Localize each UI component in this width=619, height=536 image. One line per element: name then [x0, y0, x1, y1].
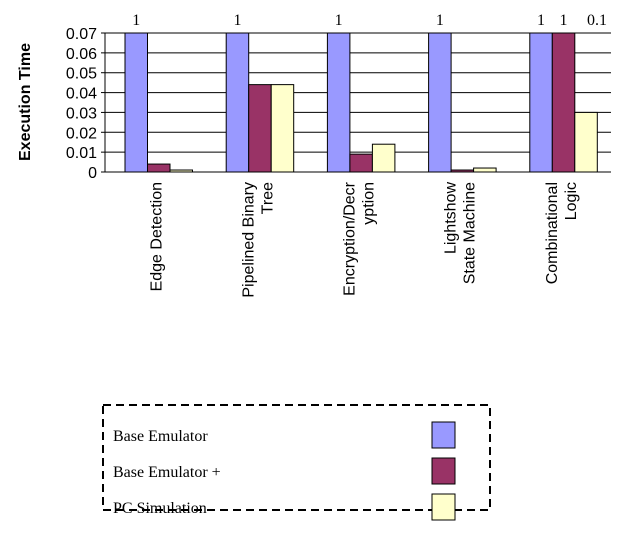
bar [326, 32, 351, 173]
legend-label: Base Emulator [113, 428, 208, 445]
legend-label: PC Simulation [113, 500, 207, 517]
y-tick-label: 0.03 [66, 105, 97, 122]
y-tick-label: 0 [88, 165, 97, 182]
value-label: 1 [132, 12, 140, 29]
x-tick-label: Pipelined Binary Tree [240, 182, 276, 298]
y-axis-label: Execution Time [17, 43, 34, 161]
annotation: 0.1 [587, 12, 607, 29]
legend-label: Base Emulator + [113, 464, 221, 481]
bar [473, 167, 497, 173]
bar [248, 84, 272, 173]
bar [529, 32, 553, 173]
value-label: 1 [233, 12, 241, 29]
legend-swatch [431, 421, 456, 449]
legend-swatch [431, 493, 456, 521]
value-label: 1 [537, 12, 545, 29]
x-tick-label: Edge Detection [149, 182, 166, 291]
x-tick-label: Encryption/Decr yption [342, 181, 378, 295]
bar [124, 32, 148, 173]
x-tick-label: Lightshow State Machine [443, 182, 479, 285]
legend-swatch [431, 457, 456, 485]
y-tick-label: 0.01 [66, 145, 97, 162]
bar [349, 153, 373, 173]
bar [551, 32, 576, 173]
value-label: 1 [436, 12, 444, 29]
x-tick-label: Combinational Logic [544, 182, 580, 284]
bar [371, 143, 396, 173]
y-tick-label: 0.06 [66, 46, 97, 63]
y-tick-label: 0.07 [66, 26, 97, 43]
y-tick-label: 0.02 [66, 125, 97, 142]
bar [428, 32, 452, 173]
value-label: 1 [560, 12, 568, 29]
bar [225, 32, 250, 173]
y-tick-label: 0.04 [66, 86, 97, 103]
bar [270, 84, 295, 173]
value-label: 1 [335, 12, 343, 29]
y-tick-label: 0.05 [66, 66, 97, 83]
bar [147, 163, 171, 173]
bar [574, 111, 598, 173]
